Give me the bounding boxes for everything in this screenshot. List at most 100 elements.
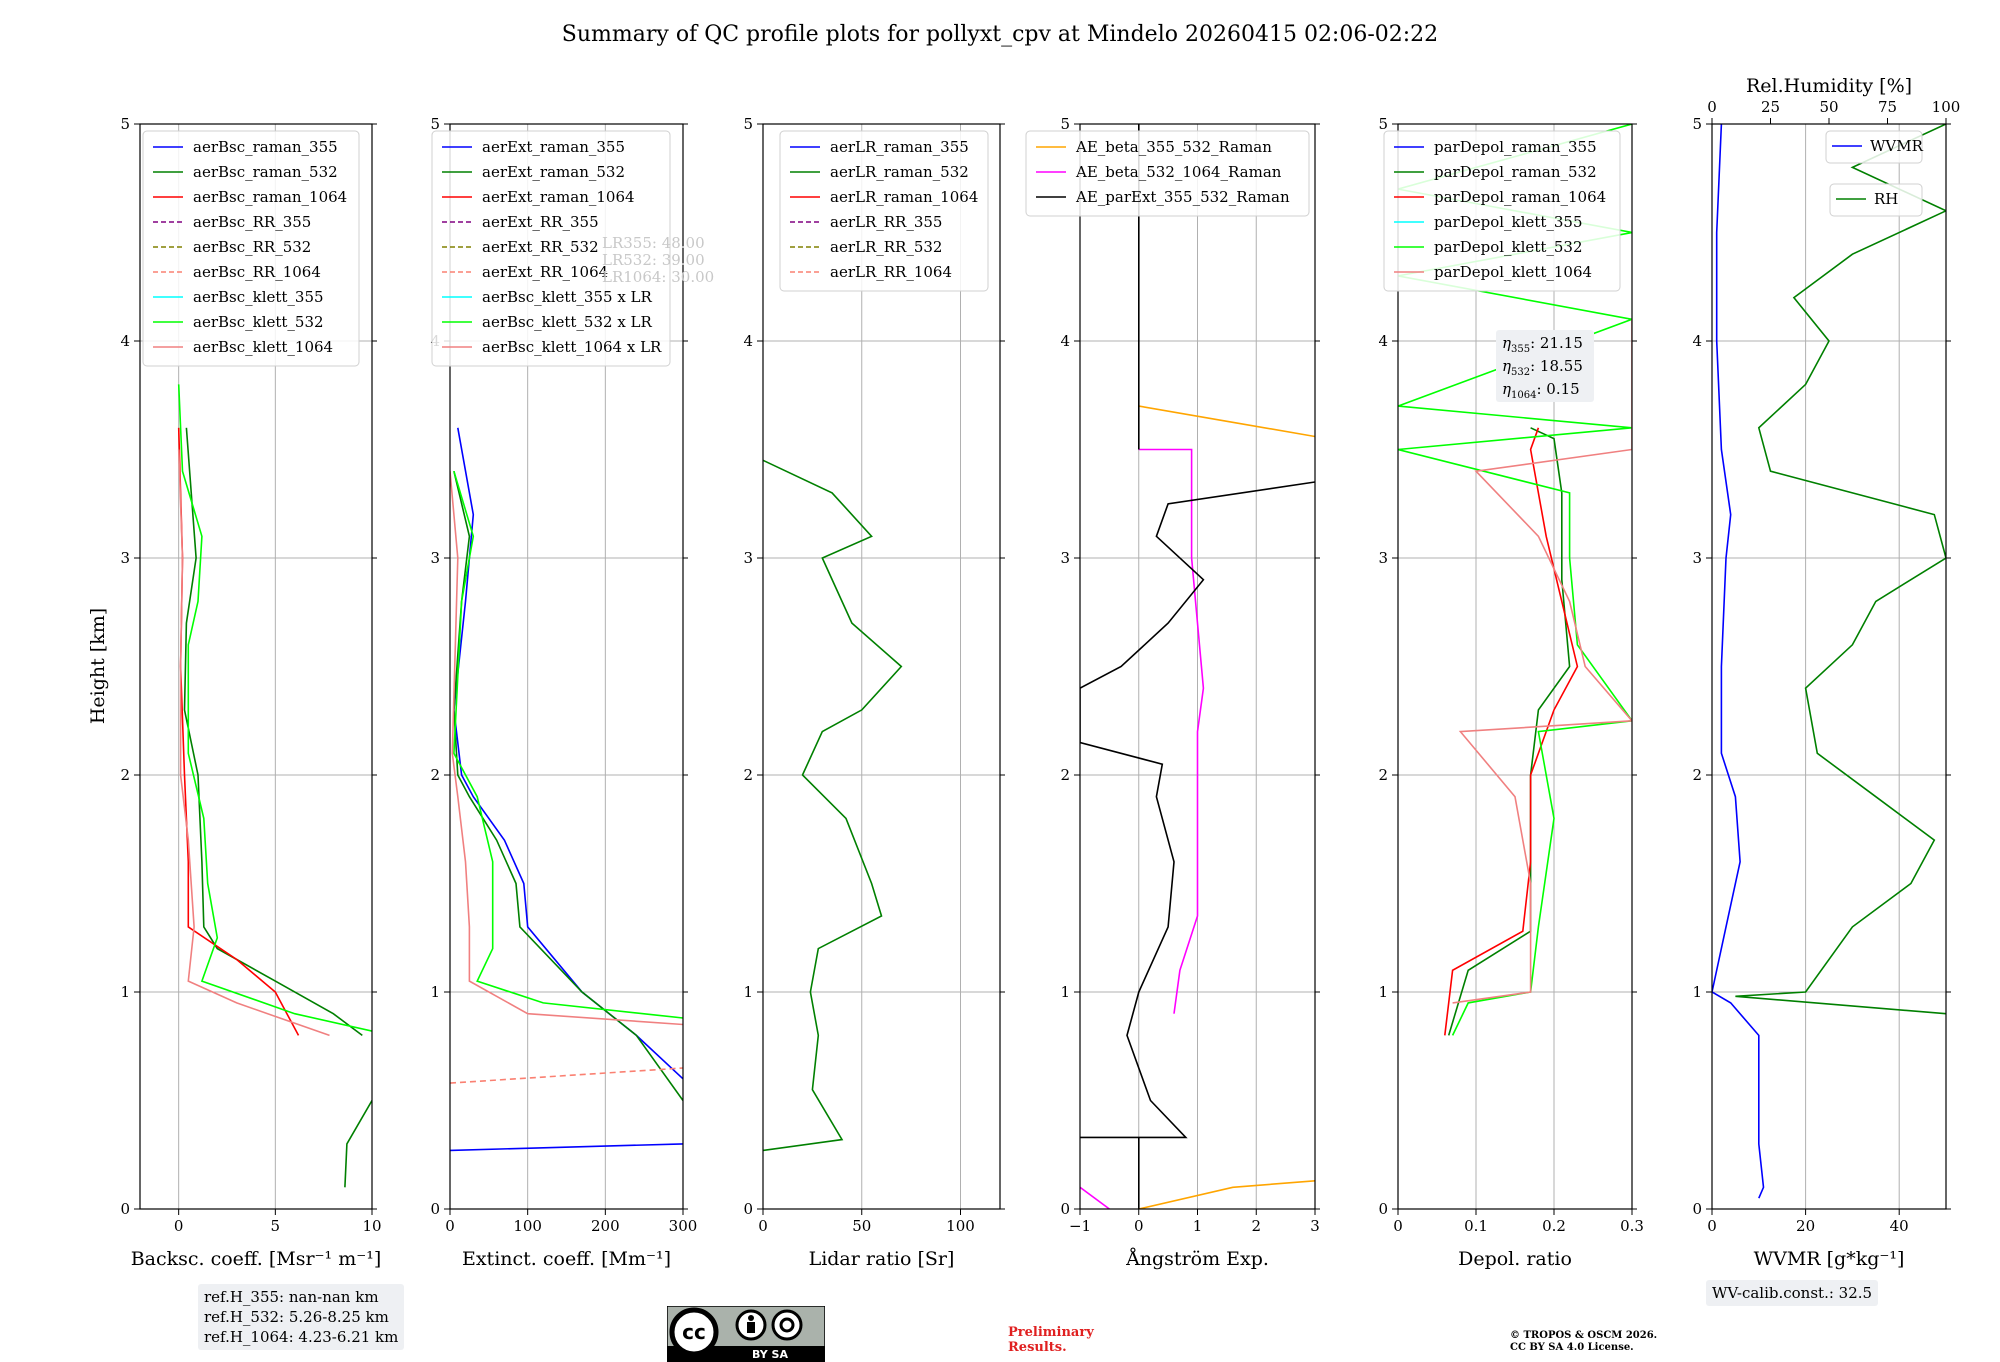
- series-pardepol-raman-1064: [1444, 427, 1579, 1036]
- x2-tick-label: 100: [1932, 98, 1961, 116]
- legend-label: aerLR_RR_532: [830, 238, 942, 256]
- lr-note: LR1064: 30.00: [602, 268, 714, 286]
- series-aerbsc-klett-1064: [177, 449, 330, 1037]
- eta-1064: η1064: 0.15: [1502, 380, 1580, 401]
- copyright-line-2: CC BY SA 4.0 License.: [1510, 1342, 1634, 1353]
- reference-height-box: ref.H_355: nan-nan km ref.H_532: 5.26-8.…: [198, 1284, 405, 1350]
- legend-label: aerBsc_raman_1064: [193, 188, 347, 206]
- legend-label: parDepol_klett_1064: [1434, 263, 1592, 281]
- legend-label: aerExt_RR_1064: [482, 263, 608, 281]
- series-aerbsc-klett-532: [177, 384, 372, 1032]
- legend-label: aerBsc_RR_532: [193, 238, 311, 256]
- sa-icon: [771, 1309, 803, 1341]
- legend-box: [1825, 130, 1923, 164]
- refh-1064: ref.H_1064: 4.23-6.21 km: [204, 1328, 399, 1346]
- x-tick-label: 0: [1393, 1217, 1403, 1235]
- cc-license-badge: cc BY SA: [667, 1306, 825, 1362]
- x-tick-label: 100: [513, 1217, 542, 1235]
- legend-panel-5: parDepol_raman_355 parDepol_raman_532 parD…: [1383, 130, 1621, 292]
- x-axis-label: Ångström Exp.: [1125, 1248, 1269, 1270]
- preliminary-line-2: Results.: [1008, 1340, 1067, 1355]
- y-tick-label: 5: [120, 115, 130, 133]
- y-tick-label: 5: [430, 115, 440, 133]
- series-aerext-raman-355: [453, 427, 683, 1080]
- axes-frame: [1397, 123, 1633, 1210]
- panel-5: 0 0.1 0.2 0.3 0 1 2 3 4 5 Depol. ratio: [1378, 115, 1643, 1270]
- legend-box: [779, 130, 989, 292]
- legend-label: RH: [1874, 190, 1898, 208]
- axes-frame: [449, 123, 684, 1210]
- y-tick-label: 3: [743, 549, 753, 567]
- x-tick-label: 40: [1890, 1217, 1909, 1235]
- y-tick-label: 4: [743, 332, 753, 350]
- y-tick-label: 3: [120, 549, 130, 567]
- figure-title: Summary of QC profile plots for pollyxt_…: [561, 22, 1439, 47]
- y-tick-label: 2: [743, 766, 753, 784]
- series-aerext-raman-base: [450, 1143, 683, 1152]
- x-tick-label: 20: [1796, 1217, 1815, 1235]
- legend-label: aerBsc_raman_355: [193, 138, 338, 156]
- y-tick-label: 0: [743, 1200, 753, 1218]
- svg-text:cc: cc: [682, 1320, 706, 1344]
- x-axis-label: Lidar ratio [Sr]: [809, 1248, 955, 1270]
- legend-label: aerBsc_RR_355: [193, 213, 311, 231]
- x-tick-label: 1: [1193, 1217, 1203, 1235]
- legend-label: aerBsc_klett_532: [193, 313, 324, 331]
- x-tick-label: 0: [758, 1217, 768, 1235]
- y-tick-label: 5: [1692, 115, 1702, 133]
- legend-label: aerExt_raman_1064: [482, 188, 635, 206]
- y-tick-label: 4: [1692, 332, 1702, 350]
- series-ae-beta-532-1064-raman-mid: [1138, 448, 1205, 1014]
- legend-label: aerBsc_klett_532 x LR: [482, 313, 653, 331]
- legend-label: aerExt_raman_355: [482, 138, 625, 156]
- y-tick-label: 5: [1378, 115, 1388, 133]
- legend-label: aerBsc_klett_1064: [193, 338, 333, 356]
- y-tick-label: 2: [430, 766, 440, 784]
- legend-label: aerLR_raman_532: [830, 163, 969, 181]
- legend-box: [431, 130, 671, 367]
- legend-label: parDepol_klett_355: [1434, 213, 1583, 231]
- series-ae-parext-355-532-raman: [1080, 481, 1315, 1209]
- x-tick-label: 0.2: [1542, 1217, 1566, 1235]
- legend-label: aerBsc_klett_1064 x LR: [482, 338, 662, 356]
- legend-panel-1: aerBsc_raman_355 aerBsc_raman_532 aerBsc_r…: [142, 130, 360, 367]
- preliminary-line-1: Preliminary: [1008, 1325, 1094, 1340]
- series-ae-beta-355-532-raman: [1138, 1180, 1315, 1209]
- series-ae-beta-532-1064-raman: [1080, 1186, 1110, 1209]
- y-tick-label: 3: [1692, 549, 1702, 567]
- x2-tick-label: 25: [1761, 98, 1780, 116]
- legend-label: parDepol_raman_1064: [1434, 188, 1606, 206]
- series-ae-beta-355-532-raman-upper: [1138, 405, 1315, 438]
- legend-label: aerBsc_klett_355 x LR: [482, 288, 653, 306]
- legend-box: [1383, 130, 1621, 292]
- y-tick-label: 0: [1378, 1200, 1388, 1218]
- x-tick-label: 50: [852, 1217, 871, 1235]
- legend-label: aerExt_RR_355: [482, 213, 599, 231]
- legend-label: parDepol_raman_532: [1434, 163, 1597, 181]
- refh-532: ref.H_532: 5.26-8.25 km: [204, 1308, 389, 1326]
- y-tick-label: 0: [120, 1200, 130, 1218]
- eta-background: [1496, 330, 1594, 402]
- x-tick-label: 2: [1251, 1217, 1261, 1235]
- legend-panel-2: aerExt_raman_355 aerExt_raman_532 aerExt_r…: [431, 130, 671, 367]
- legend-label: AE_parExt_355_532_Raman: [1075, 188, 1290, 206]
- x-tick-label: 0.3: [1620, 1217, 1644, 1235]
- x-tick-label: −1: [1069, 1217, 1091, 1235]
- x-tick-label: 200: [591, 1217, 620, 1235]
- eta-532: η532: 18.55: [1502, 357, 1583, 378]
- x-tick-label: 0: [445, 1217, 455, 1235]
- x-tick-label: 100: [946, 1217, 975, 1235]
- x-tick-label: 5: [271, 1217, 281, 1235]
- y-tick-label: 4: [120, 332, 130, 350]
- cc-icon: [669, 1307, 719, 1357]
- wv-calib-box: WV-calib.const.: 32.5: [1706, 1280, 1879, 1306]
- y-tick-label: 0: [1060, 1200, 1070, 1218]
- legend-label: parDepol_klett_532: [1434, 238, 1583, 256]
- y-tick-label: 2: [120, 766, 130, 784]
- y-tick-label: 1: [430, 983, 440, 1001]
- preliminary-note: Preliminary Results.: [1008, 1325, 1094, 1355]
- series-aerext-rr-1064: [450, 1067, 683, 1084]
- x-tick-label: 0: [174, 1217, 184, 1235]
- series-wvmr: [1712, 124, 1765, 1199]
